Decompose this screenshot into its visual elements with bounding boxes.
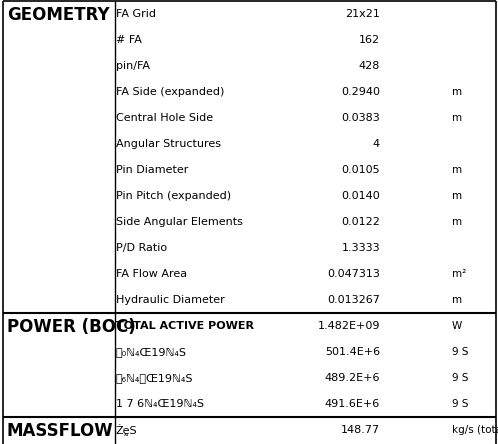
Text: Side Angular Elements: Side Angular Elements — [116, 217, 243, 227]
Text: 428: 428 — [359, 61, 380, 71]
Text: GEOMETRY: GEOMETRY — [7, 6, 110, 24]
Text: 4: 4 — [373, 139, 380, 149]
Text: MASSFLOW: MASSFLOW — [7, 422, 114, 440]
Text: m: m — [452, 191, 462, 201]
Text: m²: m² — [452, 269, 466, 279]
Text: 491.6E+6: 491.6E+6 — [325, 399, 380, 409]
Text: 9 S: 9 S — [452, 373, 469, 383]
Text: 501.4E+6: 501.4E+6 — [325, 347, 380, 357]
Text: 0.2940: 0.2940 — [341, 87, 380, 97]
Text: Ⓑ₆ℕ₄ⓁŒ19ℕ₄S: Ⓑ₆ℕ₄ⓁŒ19ℕ₄S — [116, 373, 194, 383]
Text: 1.482E+09: 1.482E+09 — [318, 321, 380, 331]
Text: Hydraulic Diameter: Hydraulic Diameter — [116, 295, 225, 305]
Text: W: W — [452, 321, 462, 331]
Text: Ⓑ₀ℕ₄Œ19ℕ₄S: Ⓑ₀ℕ₄Œ19ℕ₄S — [116, 347, 187, 357]
Text: Pin Diameter: Pin Diameter — [116, 165, 188, 175]
Text: TOTAL ACTIVE POWER: TOTAL ACTIVE POWER — [116, 321, 254, 331]
Text: # FA: # FA — [116, 35, 142, 45]
Text: POWER (BOC): POWER (BOC) — [7, 318, 136, 336]
Text: 0.0140: 0.0140 — [341, 191, 380, 201]
Text: 9 S: 9 S — [452, 347, 469, 357]
Text: m: m — [452, 113, 462, 123]
Text: P/D Ratio: P/D Ratio — [116, 243, 167, 253]
Text: 148.77: 148.77 — [341, 425, 380, 435]
Text: 1 7 6ℕ₄Œ19ℕ₄S: 1 7 6ℕ₄Œ19ℕ₄S — [116, 399, 204, 409]
Text: pin/FA: pin/FA — [116, 61, 150, 71]
Text: kg/s (total): kg/s (total) — [452, 425, 498, 435]
Text: Pin Pitch (expanded): Pin Pitch (expanded) — [116, 191, 231, 201]
Text: 489.2E+6: 489.2E+6 — [325, 373, 380, 383]
Text: m: m — [452, 295, 462, 305]
Text: 0.013267: 0.013267 — [327, 295, 380, 305]
Text: 9 S: 9 S — [452, 399, 469, 409]
Text: 0.0122: 0.0122 — [341, 217, 380, 227]
Text: 162: 162 — [359, 35, 380, 45]
Text: 0.0383: 0.0383 — [341, 113, 380, 123]
Text: Angular Structures: Angular Structures — [116, 139, 221, 149]
Text: m: m — [452, 87, 462, 97]
Text: FA Side (expanded): FA Side (expanded) — [116, 87, 225, 97]
Text: ŻḛS: ŻḛS — [116, 424, 137, 436]
Text: FA Flow Area: FA Flow Area — [116, 269, 187, 279]
Text: m: m — [452, 217, 462, 227]
Text: 0.0105: 0.0105 — [341, 165, 380, 175]
Text: 21x21: 21x21 — [345, 9, 380, 19]
Text: 0.047313: 0.047313 — [327, 269, 380, 279]
Text: 1.3333: 1.3333 — [341, 243, 380, 253]
Text: m: m — [452, 165, 462, 175]
Text: Central Hole Side: Central Hole Side — [116, 113, 213, 123]
Text: FA Grid: FA Grid — [116, 9, 156, 19]
